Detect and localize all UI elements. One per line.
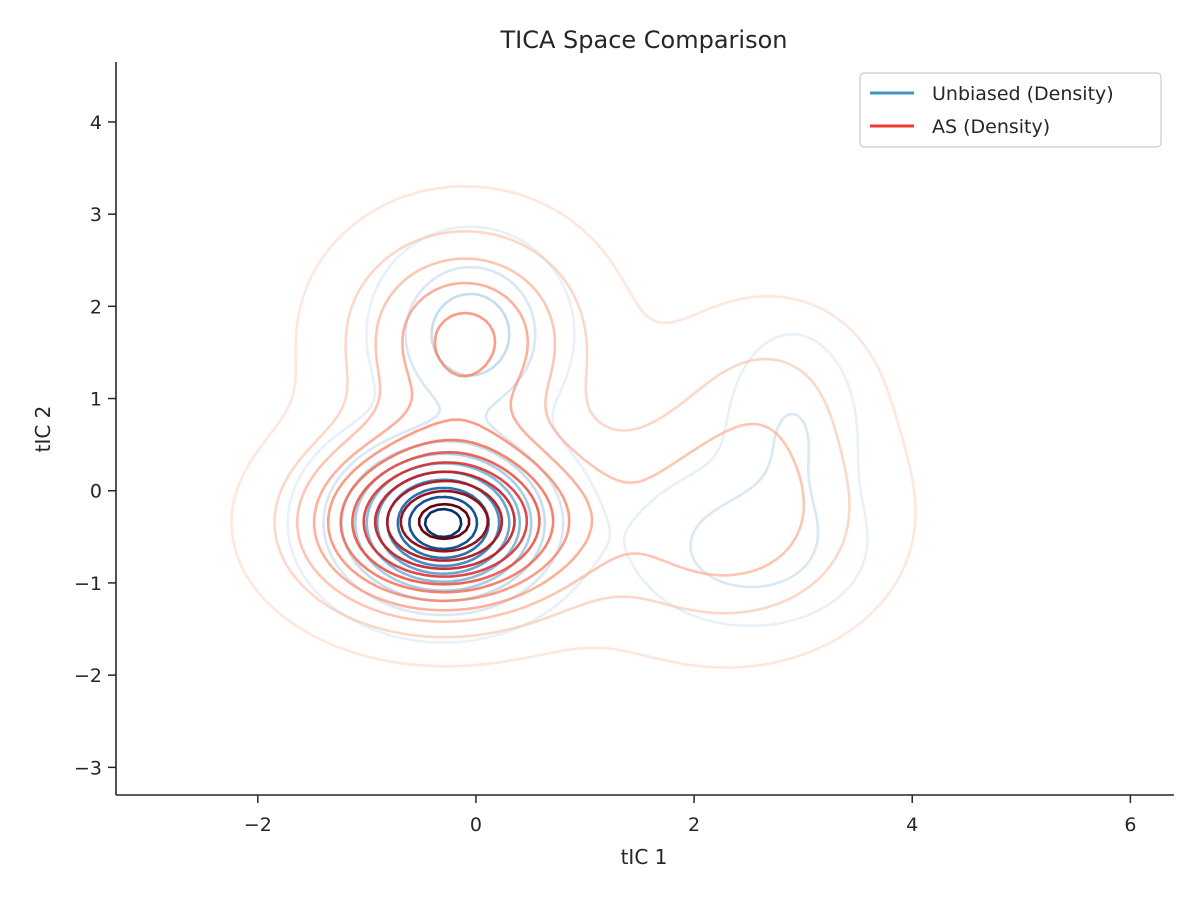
contour-line: [230, 185, 917, 669]
chart-title: TICA Space Comparison: [499, 26, 787, 54]
y-axis-label: tIC 2: [31, 406, 55, 453]
contour-line: [322, 265, 820, 617]
contour-line: [396, 486, 490, 560]
contour-line: [339, 438, 555, 594]
contour-line: [273, 230, 851, 639]
contour-line: [351, 450, 541, 586]
x-tick-label: 0: [470, 814, 482, 836]
legend-label-unbiased: Unbiased (Density): [932, 83, 1114, 105]
x-tick-label: 2: [688, 814, 700, 836]
x-axis-label: tIC 1: [621, 845, 668, 869]
y-ticks: −3 −2 −1 0 1 2 3 4: [74, 112, 116, 779]
contour-line: [326, 311, 571, 603]
legend: Unbiased (Density) AS (Density): [859, 72, 1162, 148]
y-tick-label: 1: [90, 389, 102, 411]
y-tick-label: 2: [90, 296, 102, 318]
contour-line: [362, 461, 529, 578]
contour-layer: [230, 185, 917, 669]
contour-line: [417, 502, 471, 541]
x-ticks: −2 0 2 4 6: [244, 795, 1136, 836]
contour-line: [373, 470, 516, 571]
x-tick-label: 4: [906, 814, 918, 836]
legend-label-as: AS (Density): [932, 116, 1050, 138]
contour-line: [386, 479, 504, 562]
contour-series-1: [230, 185, 917, 669]
y-tick-label: −3: [74, 757, 102, 779]
y-tick-label: 0: [90, 481, 102, 503]
y-tick-label: 4: [90, 112, 102, 134]
contour-line: [408, 495, 479, 551]
legend-box: [859, 72, 1162, 148]
contour-line: [312, 281, 594, 612]
y-tick-label: −1: [74, 573, 102, 595]
contour-line: [423, 507, 463, 539]
x-tick-label: −2: [244, 814, 272, 836]
y-tick-label: −2: [74, 665, 102, 687]
y-tick-label: 3: [90, 204, 102, 226]
contour-line: [399, 489, 489, 553]
contour-line: [296, 257, 806, 623]
x-tick-label: 6: [1124, 814, 1136, 836]
